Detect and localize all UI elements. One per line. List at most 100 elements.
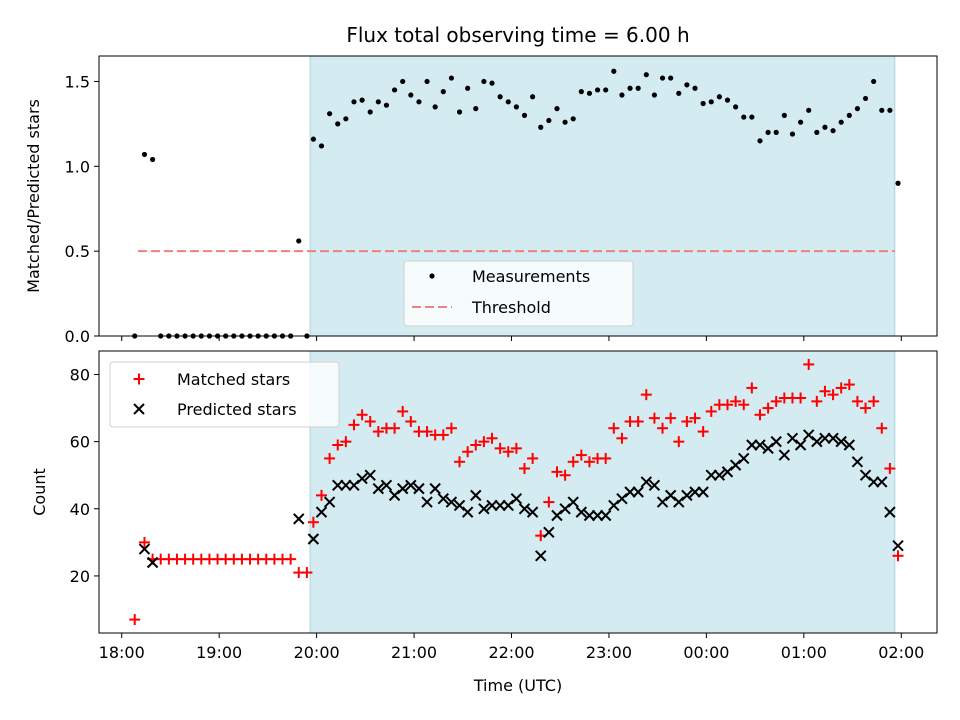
matched-star-point xyxy=(502,446,514,458)
predicted-star-point xyxy=(689,486,701,498)
x-tick-label: 19:00 xyxy=(196,643,242,662)
matched-star-point xyxy=(730,395,742,407)
measurement-point xyxy=(296,238,302,244)
predicted-star-point xyxy=(567,496,579,508)
matched-star-point xyxy=(510,442,522,454)
predicted-star-point xyxy=(827,432,839,444)
x-tick-label: 20:00 xyxy=(294,643,340,662)
predicted-star-point xyxy=(494,499,506,512)
top-y-ticks: 0.0 0.5 1.0 1.5 xyxy=(65,72,99,346)
matched-star-point xyxy=(575,449,587,461)
predicted-star-point xyxy=(486,499,498,512)
matched-star-point xyxy=(486,432,498,444)
measurement-point xyxy=(814,129,820,135)
matched-star-point xyxy=(811,395,823,407)
predicted-star-point xyxy=(819,432,831,444)
measurement-point xyxy=(733,104,739,110)
matched-star-point xyxy=(307,516,319,528)
matched-star-point xyxy=(340,436,352,448)
bottom-legend: Matched stars Predicted stars xyxy=(109,361,340,428)
predicted-star-point xyxy=(705,469,717,481)
measurement-point xyxy=(465,85,471,91)
predicted-star-point xyxy=(332,479,344,491)
predicted-star-point xyxy=(445,496,458,508)
predicted-star-point xyxy=(713,469,726,481)
matched-star-point xyxy=(697,426,709,438)
predicted-star-point xyxy=(429,482,441,495)
measurement-point xyxy=(343,116,349,122)
predicted-star-point xyxy=(293,513,305,525)
predicted-star-point xyxy=(794,439,807,451)
matched-star-point xyxy=(665,412,677,424)
y-tick-label: 60 xyxy=(70,433,90,452)
measurement-point xyxy=(310,136,316,142)
matched-star-point xyxy=(722,399,733,411)
predicted-star-point xyxy=(413,482,425,495)
top-legend-box xyxy=(403,260,634,327)
measurement-point xyxy=(554,106,560,112)
measurement-point xyxy=(586,90,593,96)
predicted-star-point xyxy=(778,449,791,461)
measurement-point xyxy=(668,75,674,81)
matched-star-point xyxy=(285,553,297,565)
measurement-point xyxy=(611,68,617,74)
measurement-point xyxy=(879,107,885,113)
matched-star-point xyxy=(389,422,401,434)
matched-star-point xyxy=(494,442,506,454)
matched-star-point xyxy=(689,412,701,424)
predicted-star-point xyxy=(372,482,385,495)
measurement-point xyxy=(530,94,536,100)
matched-star-point xyxy=(454,456,466,468)
matched-star-point xyxy=(518,463,530,474)
x-tick-label: 22:00 xyxy=(488,643,534,662)
measurement-point xyxy=(367,109,373,115)
y-tick-label: 80 xyxy=(70,366,90,385)
predicted-star-point xyxy=(405,479,417,491)
predicted-star-point xyxy=(437,493,450,505)
matched-star-point xyxy=(129,614,141,626)
predicted-star-point xyxy=(526,506,539,518)
measurement-point xyxy=(871,78,877,85)
predicted-star-point xyxy=(884,506,896,518)
measurement-point xyxy=(440,89,446,95)
matched-star-point xyxy=(673,436,685,448)
matched-stars-points xyxy=(129,358,904,626)
matched-star-point xyxy=(372,426,384,438)
measurement-point xyxy=(692,85,698,91)
y-tick-label: 20 xyxy=(70,567,90,586)
matched-star-point xyxy=(437,429,449,441)
measurement-point xyxy=(424,78,430,85)
measurement-point xyxy=(318,143,325,149)
predicted-star-point xyxy=(738,452,750,465)
ratio-panel: 0.0 0.5 1.0 1.5 Matched/Predicted stars Mea… xyxy=(24,55,938,346)
predicted-star-point xyxy=(518,503,531,515)
measurement-point xyxy=(141,151,148,158)
y-tick-label: 40 xyxy=(70,500,90,519)
matched-star-point xyxy=(397,405,409,417)
matched-star-point xyxy=(705,405,717,417)
matched-star-point xyxy=(819,385,831,397)
measurement-point xyxy=(773,129,779,135)
measurement-point xyxy=(757,138,763,144)
measurement-point xyxy=(887,107,893,113)
matched-star-point xyxy=(827,389,839,401)
y-tick-label: 1.0 xyxy=(65,157,90,176)
matched-star-point xyxy=(543,496,555,508)
measurement-point xyxy=(497,94,503,100)
predicted-star-point xyxy=(770,435,782,448)
matched-star-point xyxy=(892,550,904,562)
legend-matched-marker xyxy=(133,373,145,385)
predicted-star-point xyxy=(867,476,880,488)
predicted-star-point xyxy=(146,556,159,569)
matched-star-point xyxy=(632,416,644,427)
matched-star-point xyxy=(405,416,417,427)
measurement-point xyxy=(708,99,714,105)
measurement-point xyxy=(149,156,156,163)
matched-star-point xyxy=(616,432,628,444)
matched-star-point xyxy=(762,402,774,414)
measurement-point xyxy=(822,124,828,130)
legend-predicted-marker xyxy=(133,403,145,415)
measurement-point xyxy=(546,117,552,124)
predicted-star-point xyxy=(543,526,555,538)
measurement-point xyxy=(741,114,747,120)
